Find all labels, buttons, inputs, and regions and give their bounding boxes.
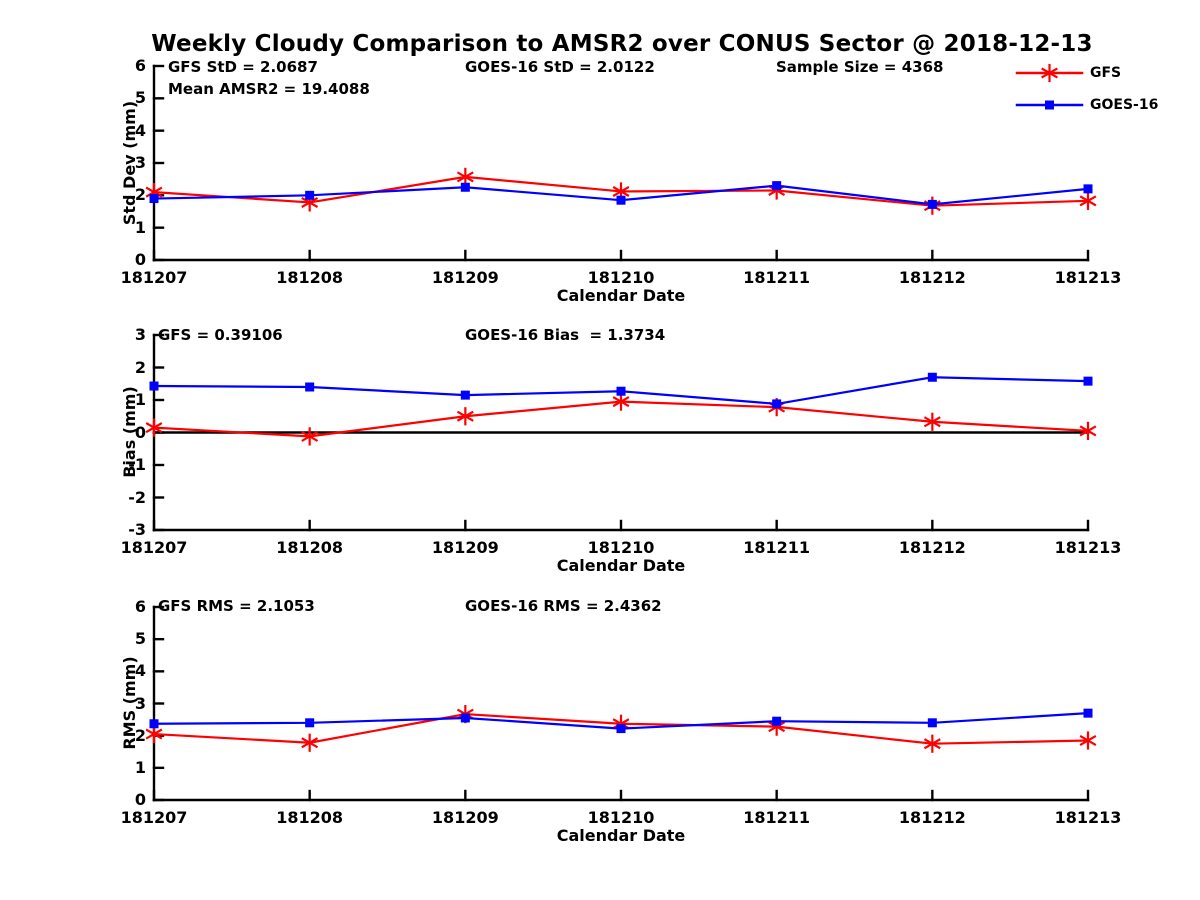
x-axis-label-rms: Calendar Date: [556, 826, 686, 845]
y-tick-label: 3: [134, 153, 146, 172]
x-tick-label: 181211: [743, 538, 811, 557]
plot-line: [923, 416, 941, 428]
y-tick-label: 5: [134, 629, 146, 649]
x-tick-label: 181210: [587, 808, 655, 827]
plot-line: [301, 737, 319, 749]
y-tick-label: 3: [134, 325, 146, 344]
legend-label-goes16: GOES-16: [1090, 97, 1159, 113]
plot-line: [923, 738, 941, 750]
x-tick-label: 181212: [898, 268, 966, 287]
square-marker: [772, 716, 782, 726]
square-marker: [616, 724, 626, 734]
y-tick-label: 0: [134, 250, 146, 269]
annotation-text: GOES-16 Bias = 1.3734: [465, 326, 666, 344]
square-marker: [460, 182, 470, 192]
square-marker: [149, 381, 159, 391]
plot-line: [456, 410, 474, 422]
square-marker: [772, 181, 782, 191]
x-axis-label-bias: Calendar Date: [556, 556, 686, 575]
x-tick-label: 181209: [431, 538, 499, 557]
figure-title: Weekly Cloudy Comparison to AMSR2 over C…: [151, 31, 1093, 57]
x-tick-label: 181207: [120, 538, 188, 557]
x-tick-label: 181208: [276, 538, 344, 557]
plot-line: [612, 396, 630, 408]
annotation-text: GOES-16 RMS = 2.4362: [465, 597, 662, 615]
x-tick-label: 181207: [120, 268, 188, 287]
y-tick-label: 0: [134, 790, 146, 809]
x-tick-label: 181211: [743, 808, 811, 827]
plot-line: [1079, 195, 1097, 207]
square-marker: [927, 372, 937, 382]
y-tick-label: -3: [128, 520, 146, 539]
plot-line: [612, 185, 630, 197]
y-tick-label: 2: [134, 357, 146, 377]
square-marker: [460, 390, 470, 400]
y-tick-label: 0: [134, 422, 146, 442]
x-tick-label: 181213: [1054, 538, 1122, 557]
y-tick-label: 4: [134, 120, 146, 140]
square-marker: [460, 713, 470, 723]
square-marker: [772, 399, 782, 409]
y-tick-label: 1: [134, 217, 146, 237]
square-marker: [616, 195, 626, 205]
plot-line: [301, 196, 319, 208]
y-tick-label: 2: [134, 725, 146, 745]
square-marker: [1083, 184, 1093, 194]
annotation-text: GOES-16 StD = 2.0122: [465, 58, 655, 76]
annotation-text: Mean AMSR2 = 19.4088: [168, 80, 370, 98]
square-marker: [927, 718, 937, 728]
plot-line: [768, 721, 786, 733]
x-tick-label: 181209: [431, 268, 499, 287]
y-tick-label: -2: [128, 487, 146, 507]
square-marker: [149, 194, 159, 204]
plot-line: [145, 728, 163, 740]
square-marker: [927, 199, 937, 209]
plot-line: [145, 186, 163, 198]
annotation-text: Sample Size = 4368: [776, 58, 944, 76]
plot-line: [1041, 67, 1058, 79]
plot-line: [145, 422, 163, 434]
x-tick-label: 181212: [898, 808, 966, 827]
plot-line: [456, 171, 474, 183]
x-tick-label: 181212: [898, 538, 966, 557]
y-tick-label: 2: [134, 185, 146, 205]
x-tick-label: 181208: [276, 268, 344, 287]
x-tick-label: 181207: [120, 808, 188, 827]
y-tick-label: 6: [134, 56, 146, 75]
square-marker: [1045, 100, 1054, 110]
annotation-text: GFS RMS = 2.1053: [158, 597, 315, 615]
plot-line: [1079, 734, 1097, 746]
plot-line: [768, 184, 786, 196]
square-marker: [1083, 376, 1093, 386]
legend-label-gfs: GFS: [1090, 65, 1122, 81]
y-tick-label: 3: [134, 693, 146, 713]
y-tick-label: 1: [134, 390, 146, 409]
square-marker: [1083, 708, 1093, 718]
x-axis-label-stddev: Calendar Date: [556, 286, 686, 305]
x-tick-label: 181210: [587, 538, 655, 557]
y-tick-label: 5: [134, 88, 146, 108]
y-tick-label: 1: [134, 757, 146, 777]
x-tick-label: 181211: [743, 268, 811, 287]
square-marker: [305, 382, 315, 392]
y-tick-label: 4: [134, 661, 146, 681]
x-tick-label: 181213: [1054, 808, 1122, 827]
square-marker: [616, 386, 626, 396]
square-marker: [305, 718, 315, 728]
annotation-text: GFS = 0.39106: [158, 326, 283, 344]
y-tick-label: -1: [128, 455, 146, 474]
y-tick-label: 6: [134, 597, 146, 616]
plot-line: [1079, 425, 1097, 437]
plot-line: [301, 430, 319, 442]
annotation-text: GFS StD = 2.0687: [168, 58, 318, 76]
x-tick-label: 181208: [276, 808, 344, 827]
x-tick-label: 181210: [587, 268, 655, 287]
square-marker: [305, 190, 315, 200]
x-tick-label: 181209: [431, 808, 499, 827]
plot-line: [612, 718, 630, 730]
x-tick-label: 181213: [1054, 268, 1122, 287]
square-marker: [149, 719, 159, 729]
